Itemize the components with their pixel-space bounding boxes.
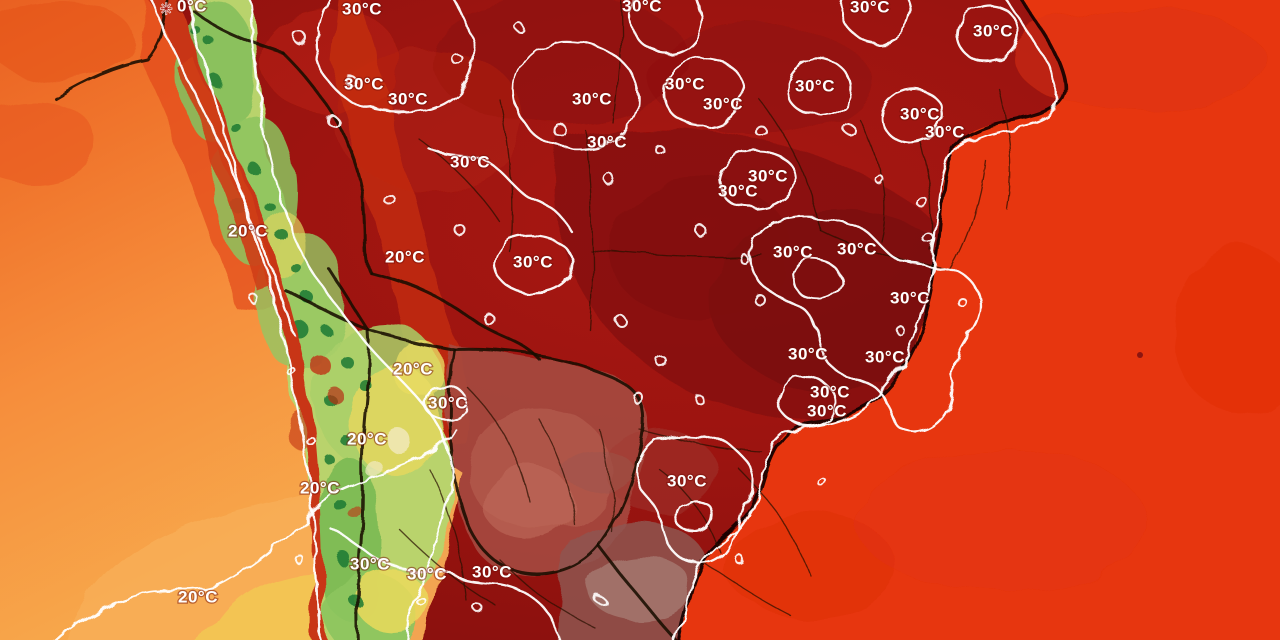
temperature-labels-layer: 30°C30°C30°C30°C30°C30°C30°C30°C30°C30°C… bbox=[176, 0, 1014, 608]
temperature-label-partial: 0°C bbox=[177, 0, 207, 15]
isotherm-contours bbox=[53, 0, 1059, 640]
temperature-label: 30°C bbox=[718, 181, 758, 200]
temperature-label: 20°C bbox=[178, 587, 218, 606]
atlantic-water bbox=[679, 0, 1280, 640]
temperature-label: 20°C bbox=[385, 247, 425, 266]
temperature-label: 30°C bbox=[665, 74, 705, 93]
temperature-label: 30°C bbox=[350, 554, 390, 573]
contour-20c-peru-coast bbox=[149, 0, 296, 336]
temperature-label: 30°C bbox=[703, 94, 743, 113]
temperature-label: 30°C bbox=[748, 166, 788, 185]
temperature-label: 20°C bbox=[300, 478, 340, 497]
star-marker-icon: ✳ bbox=[160, 0, 173, 18]
temperature-label: 30°C bbox=[342, 0, 382, 18]
temperature-label: 30°C bbox=[795, 76, 835, 95]
contour-20c-southwest bbox=[53, 428, 458, 640]
temperature-label: 30°C bbox=[450, 152, 490, 171]
temperature-label: 30°C bbox=[900, 104, 940, 123]
contour-islands bbox=[250, 23, 965, 615]
temperature-label: 30°C bbox=[925, 122, 965, 141]
temperature-label: 30°C bbox=[622, 0, 662, 15]
temperature-label: 20°C bbox=[228, 221, 268, 240]
chile-argentina-border bbox=[355, 328, 371, 640]
temperature-label: 30°C bbox=[865, 347, 905, 366]
temperature-label: 20°C bbox=[347, 429, 387, 448]
temperature-label: 30°C bbox=[388, 89, 428, 108]
temperature-label: 30°C bbox=[890, 288, 930, 307]
temperature-label: 30°C bbox=[428, 393, 468, 412]
temperature-label: 30°C bbox=[587, 132, 627, 151]
temperature-label: 30°C bbox=[472, 562, 512, 581]
temperature-label: 30°C bbox=[344, 74, 384, 93]
temperature-label: 30°C bbox=[513, 252, 553, 271]
small-island-speck bbox=[1137, 352, 1143, 358]
temperature-label: 30°C bbox=[407, 564, 447, 583]
contour-20c-andes-ring bbox=[186, 0, 453, 640]
temperature-label: 30°C bbox=[773, 242, 813, 261]
temperature-label: 30°C bbox=[810, 382, 850, 401]
temperature-label: 30°C bbox=[667, 471, 707, 490]
temperature-label: 30°C bbox=[788, 344, 828, 363]
state-borders bbox=[399, 0, 1012, 629]
temperature-label: 30°C bbox=[837, 239, 877, 258]
temperature-label: 30°C bbox=[973, 21, 1013, 40]
temperature-label: 30°C bbox=[807, 401, 847, 420]
temperature-label: 30°C bbox=[572, 89, 612, 108]
temperature-label: 20°C bbox=[393, 359, 433, 378]
temperature-label: 30°C bbox=[850, 0, 890, 16]
atlantic-ocean bbox=[679, 0, 1280, 640]
